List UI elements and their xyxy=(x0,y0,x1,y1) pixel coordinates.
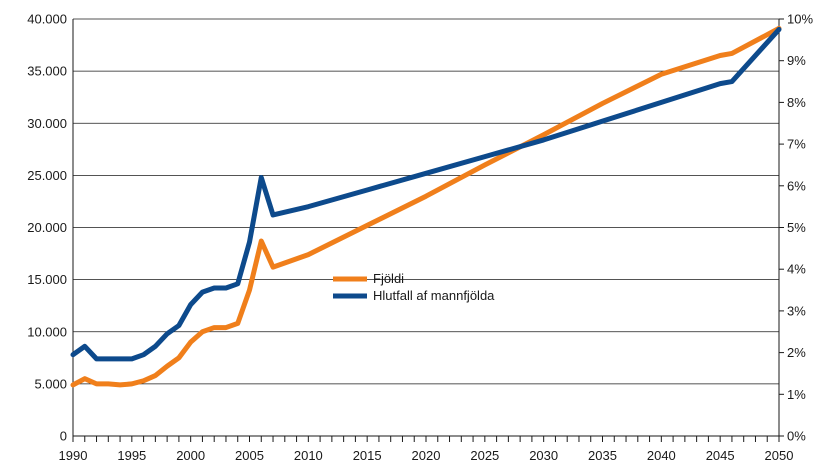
y-left-tick-label: 5.000 xyxy=(34,376,67,391)
y-left-tick-label: 10.000 xyxy=(27,324,67,339)
axes: 0 5.000 10.000 15.000 20.000 25.000 30.000 35.0… xyxy=(27,12,813,464)
x-tick-label: 2045 xyxy=(706,448,735,463)
x-tick-label: 2020 xyxy=(412,448,441,463)
y-right-tick-label: 5% xyxy=(787,220,806,235)
y-left-tick-label: 15.000 xyxy=(27,272,67,287)
y-right-tick-label: 3% xyxy=(787,303,806,318)
legend: Fjöldi Hlutfall af mannfjölda xyxy=(333,271,495,303)
gridlines xyxy=(73,18,779,385)
y-right-tick-label: 10% xyxy=(787,12,813,27)
y-right-tick-label: 7% xyxy=(787,137,806,152)
x-tick-label: 2040 xyxy=(647,448,676,463)
y-right-tick-label: 4% xyxy=(787,262,806,277)
y-right-tick-label: 8% xyxy=(787,95,806,110)
y-right-tick-label: 2% xyxy=(787,345,806,360)
series-line-hlutfall xyxy=(70,26,782,362)
y-left-tick-label: 20.000 xyxy=(27,220,67,235)
series-lines xyxy=(70,25,782,388)
y-right-tick-label: 6% xyxy=(787,178,806,193)
x-tick-label: 1990 xyxy=(59,448,88,463)
y-right-tick-label: 1% xyxy=(787,387,806,402)
y-left-tick-label: 25.000 xyxy=(27,168,67,183)
x-tick-label: 2050 xyxy=(765,448,794,463)
y-right-tick-label: 0% xyxy=(787,429,806,444)
legend-label-fjoldi: Fjöldi xyxy=(373,271,404,286)
x-tick-label: 2030 xyxy=(529,448,558,463)
x-tick-label: 2005 xyxy=(235,448,264,463)
x-tick-label: 2010 xyxy=(294,448,323,463)
x-tick-label: 2015 xyxy=(353,448,382,463)
x-tick-label: 1995 xyxy=(117,448,146,463)
x-tick-label: 2035 xyxy=(588,448,617,463)
y-left-tick-label: 30.000 xyxy=(27,116,67,131)
legend-label-hlutfall: Hlutfall af mannfjölda xyxy=(373,288,495,303)
y-left-tick-label: 40.000 xyxy=(27,12,67,27)
x-tick-label: 2000 xyxy=(176,448,205,463)
y-left-tick-label: 0 xyxy=(60,429,67,444)
series-line-fjoldi xyxy=(70,25,782,388)
y-left-tick-label: 35.000 xyxy=(27,64,67,79)
y-right-tick-label: 9% xyxy=(787,53,806,68)
x-tick-label: 2025 xyxy=(470,448,499,463)
